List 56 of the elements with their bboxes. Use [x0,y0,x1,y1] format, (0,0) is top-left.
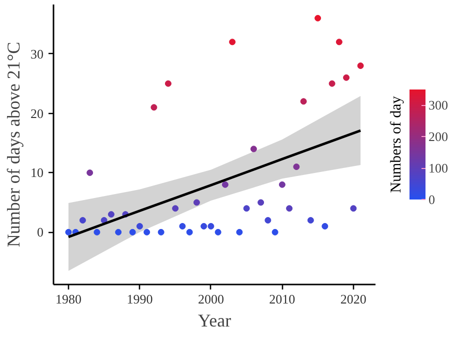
x-tick-label: 2010 [269,292,296,306]
point [278,181,286,188]
point [272,228,278,236]
point [86,169,94,176]
line-series [67,129,362,238]
point [193,199,200,206]
point [336,38,342,46]
point [343,74,350,81]
point [144,228,150,236]
x-tick-label: 2000 [198,292,224,306]
point [179,222,186,230]
point [158,228,164,236]
point [129,228,136,236]
point [222,181,228,188]
point [94,228,100,236]
point [136,222,143,230]
point [322,222,328,230]
point [172,205,179,212]
point [350,205,357,212]
point [214,228,222,236]
color-bar-title: Numbers of day [388,96,404,193]
point [229,38,236,46]
y-axis-title: Number of days above 21°C [4,42,24,248]
point [164,80,172,87]
x-axis-title: Year [198,310,232,330]
point [150,104,158,111]
point [115,228,122,236]
color-bar-label: 0 [428,192,435,207]
x-tick-label: 1990 [126,292,153,306]
point [65,228,72,236]
y-tick-label: 20 [30,106,44,121]
point [236,228,243,236]
point [300,98,307,105]
y-tick-label: 0 [37,224,44,240]
point [307,217,314,224]
point [258,199,264,206]
point [328,80,336,87]
point [243,205,250,212]
point [108,211,114,218]
point [200,222,208,230]
point [264,217,272,224]
x-tick-label: 1980 [55,292,82,306]
y-tick-label: 10 [30,165,44,180]
point [186,228,193,236]
point [250,146,257,152]
x-tick-label: 2020 [340,292,366,306]
point [286,205,293,212]
color-bar-label: 200 [428,129,448,144]
color-bar-label: 300 [428,98,448,113]
point [314,14,322,22]
point [357,62,364,69]
color-bar-label: 100 [428,160,448,176]
point [79,217,86,224]
y-tick-label: 30 [30,46,44,62]
point [208,222,214,230]
point [293,164,300,170]
